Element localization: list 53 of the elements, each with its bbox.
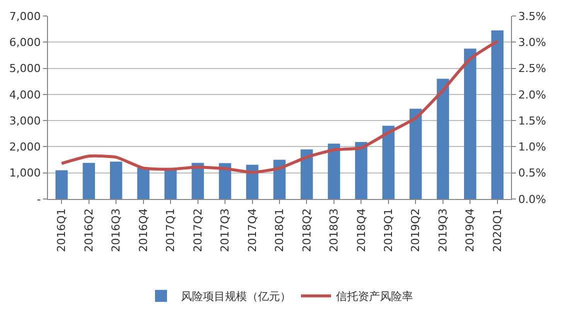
bar — [110, 162, 122, 199]
x-tick-label: 2019Q1 — [382, 208, 396, 252]
x-tick-label: 2016Q4 — [136, 208, 150, 252]
x-tick-label: 2019Q4 — [464, 208, 477, 252]
bar — [82, 162, 95, 199]
bar — [436, 78, 450, 199]
y-tick-label: 4,000 — [9, 88, 41, 102]
y-tick-label: 2,000 — [9, 140, 41, 154]
x-tick-label: 2019Q3 — [436, 208, 450, 252]
bar — [218, 163, 232, 199]
y2-tick-label: 3.0% — [518, 36, 546, 49]
bar — [464, 48, 476, 199]
y-tick-label: 1,000 — [9, 166, 41, 180]
line-series — [60, 40, 499, 174]
y-tick-label: 5,000 — [9, 62, 41, 76]
legend-label: 信托资产风险率 — [336, 290, 413, 304]
bar — [137, 168, 150, 199]
bar — [491, 30, 504, 199]
bar — [410, 108, 422, 199]
y-tick-label: 6,000 — [9, 36, 41, 49]
y2-tick-label: 2.0% — [518, 88, 546, 102]
x-tick-label: 2018Q1 — [273, 208, 286, 252]
bar — [300, 149, 313, 199]
x-tick-label: 2016Q3 — [110, 208, 123, 252]
x-tick-label: 2019Q2 — [409, 208, 422, 252]
x-tick-label: 2018Q4 — [354, 208, 368, 252]
bar — [328, 144, 340, 199]
y-tick-label: 7,000 — [9, 10, 41, 23]
y-tick-label: - — [36, 192, 41, 206]
y2-tick-label: 2.5% — [518, 62, 546, 76]
bar — [55, 170, 68, 199]
x-tick-label: 2020Q1 — [490, 208, 504, 252]
x-tick-label: 2016Q1 — [55, 208, 68, 252]
x-tick-label: 2018Q3 — [328, 208, 341, 252]
bar — [164, 168, 177, 199]
x-tick-label: 2017Q3 — [218, 208, 232, 252]
x-tick-label: 2017Q4 — [246, 208, 259, 252]
x-tick-label: 2016Q2 — [82, 208, 96, 252]
y2-tick-label: 1.0% — [518, 140, 546, 154]
y-tick-label: 3,000 — [9, 114, 41, 128]
bar — [192, 162, 204, 199]
y2-tick-label: 3.5% — [518, 10, 546, 23]
legend-label: 风险项目规模（亿元） — [181, 290, 291, 304]
y2-tick-label: 1.5% — [518, 114, 546, 128]
bar — [382, 126, 395, 199]
y2-tick-label: 0.0% — [518, 192, 546, 206]
bar — [273, 160, 286, 199]
y2-tick-label: 0.5% — [518, 166, 546, 180]
bar — [355, 142, 368, 199]
x-tick-label: 2017Q1 — [164, 208, 178, 252]
x-tick-label: 2017Q2 — [191, 208, 204, 252]
x-tick-label: 2018Q2 — [300, 208, 314, 252]
bar — [246, 164, 258, 199]
